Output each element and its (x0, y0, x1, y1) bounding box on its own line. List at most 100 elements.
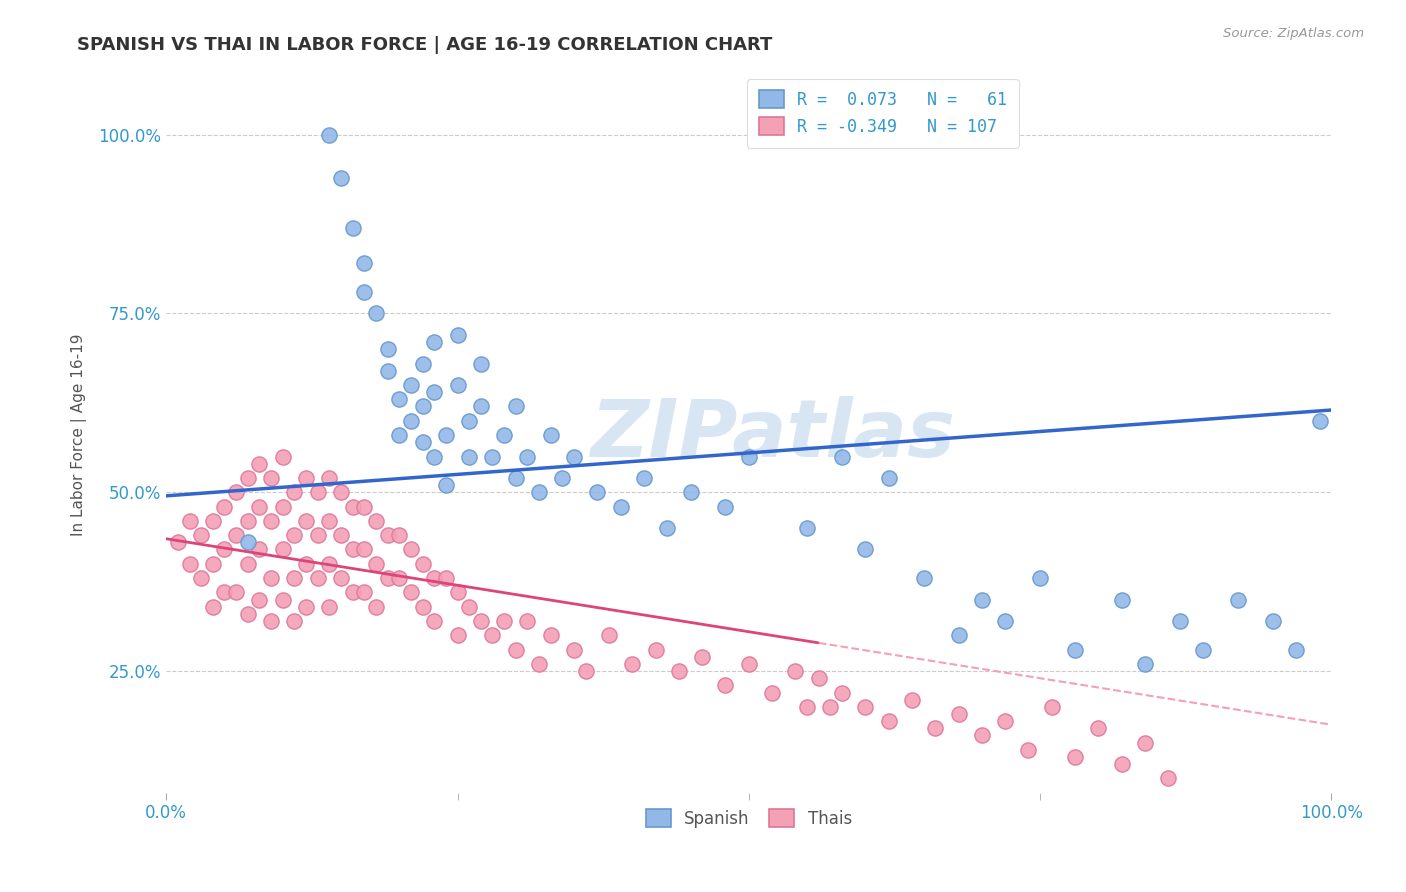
Y-axis label: In Labor Force | Age 16-19: In Labor Force | Age 16-19 (72, 334, 87, 536)
Point (820, 699, 842, 714)
Point (318, 599, 340, 614)
Point (1133, 657, 1156, 671)
Point (260, 514, 283, 528)
Point (271, 542, 294, 557)
Point (330, 528, 353, 542)
Point (434, 571, 457, 585)
Point (738, 657, 761, 671)
Point (470, 614, 492, 628)
Point (434, 478, 457, 492)
Point (307, 485, 329, 500)
Point (318, 128, 340, 142)
Point (575, 664, 598, 678)
Point (714, 500, 737, 514)
Point (714, 678, 737, 692)
Point (458, 450, 481, 464)
Point (364, 306, 387, 320)
Point (225, 485, 247, 500)
Point (527, 657, 550, 671)
Point (761, 685, 783, 699)
Point (225, 585, 247, 599)
Point (342, 500, 364, 514)
Point (307, 528, 329, 542)
Point (562, 642, 585, 657)
Point (994, 614, 1017, 628)
Point (505, 642, 527, 657)
Point (283, 528, 305, 542)
Point (412, 400, 434, 414)
Point (364, 557, 387, 571)
Point (831, 450, 853, 464)
Point (948, 706, 970, 721)
Point (481, 628, 503, 642)
Point (167, 535, 190, 549)
Point (540, 428, 562, 442)
Point (399, 378, 422, 392)
Point (388, 392, 411, 407)
Point (446, 378, 468, 392)
Point (179, 557, 201, 571)
Point (1285, 642, 1308, 657)
Point (1087, 721, 1109, 735)
Point (353, 542, 375, 557)
Point (924, 721, 946, 735)
Point (446, 628, 468, 642)
Point (260, 571, 283, 585)
Point (377, 528, 399, 542)
Point (1064, 642, 1087, 657)
Point (807, 671, 830, 685)
Point (423, 385, 446, 400)
Point (318, 514, 340, 528)
Point (388, 428, 411, 442)
Point (271, 500, 294, 514)
Text: SPANISH VS THAI IN LABOR FORCE | AGE 16-19 CORRELATION CHART: SPANISH VS THAI IN LABOR FORCE | AGE 16-… (77, 36, 773, 54)
Point (353, 285, 375, 299)
Point (295, 557, 318, 571)
Point (494, 428, 516, 442)
Point (540, 628, 562, 642)
Point (785, 664, 807, 678)
Point (516, 450, 538, 464)
Point (330, 571, 353, 585)
Point (1168, 614, 1191, 628)
Point (353, 585, 375, 599)
Point (318, 557, 340, 571)
Point (283, 614, 305, 628)
Point (470, 400, 492, 414)
Point (657, 521, 679, 535)
Point (214, 585, 236, 599)
Point (586, 485, 609, 500)
Point (201, 599, 224, 614)
Point (377, 571, 399, 585)
Point (271, 592, 294, 607)
Point (353, 500, 375, 514)
Point (249, 542, 271, 557)
Point (1261, 614, 1284, 628)
Point (1111, 592, 1133, 607)
Point (1309, 414, 1331, 428)
Point (831, 685, 853, 699)
Point (318, 471, 340, 485)
Point (1111, 757, 1133, 772)
Point (1133, 735, 1156, 749)
Point (201, 514, 224, 528)
Point (236, 514, 259, 528)
Point (342, 585, 364, 599)
Point (644, 642, 666, 657)
Point (970, 728, 993, 742)
Point (236, 535, 259, 549)
Point (621, 657, 644, 671)
Point (412, 599, 434, 614)
Point (551, 471, 574, 485)
Point (1227, 592, 1250, 607)
Point (901, 692, 924, 706)
Point (330, 485, 353, 500)
Point (225, 528, 247, 542)
Point (295, 599, 318, 614)
Point (505, 471, 527, 485)
Point (283, 571, 305, 585)
Point (912, 571, 935, 585)
Point (423, 450, 446, 464)
Point (412, 435, 434, 450)
Point (399, 414, 422, 428)
